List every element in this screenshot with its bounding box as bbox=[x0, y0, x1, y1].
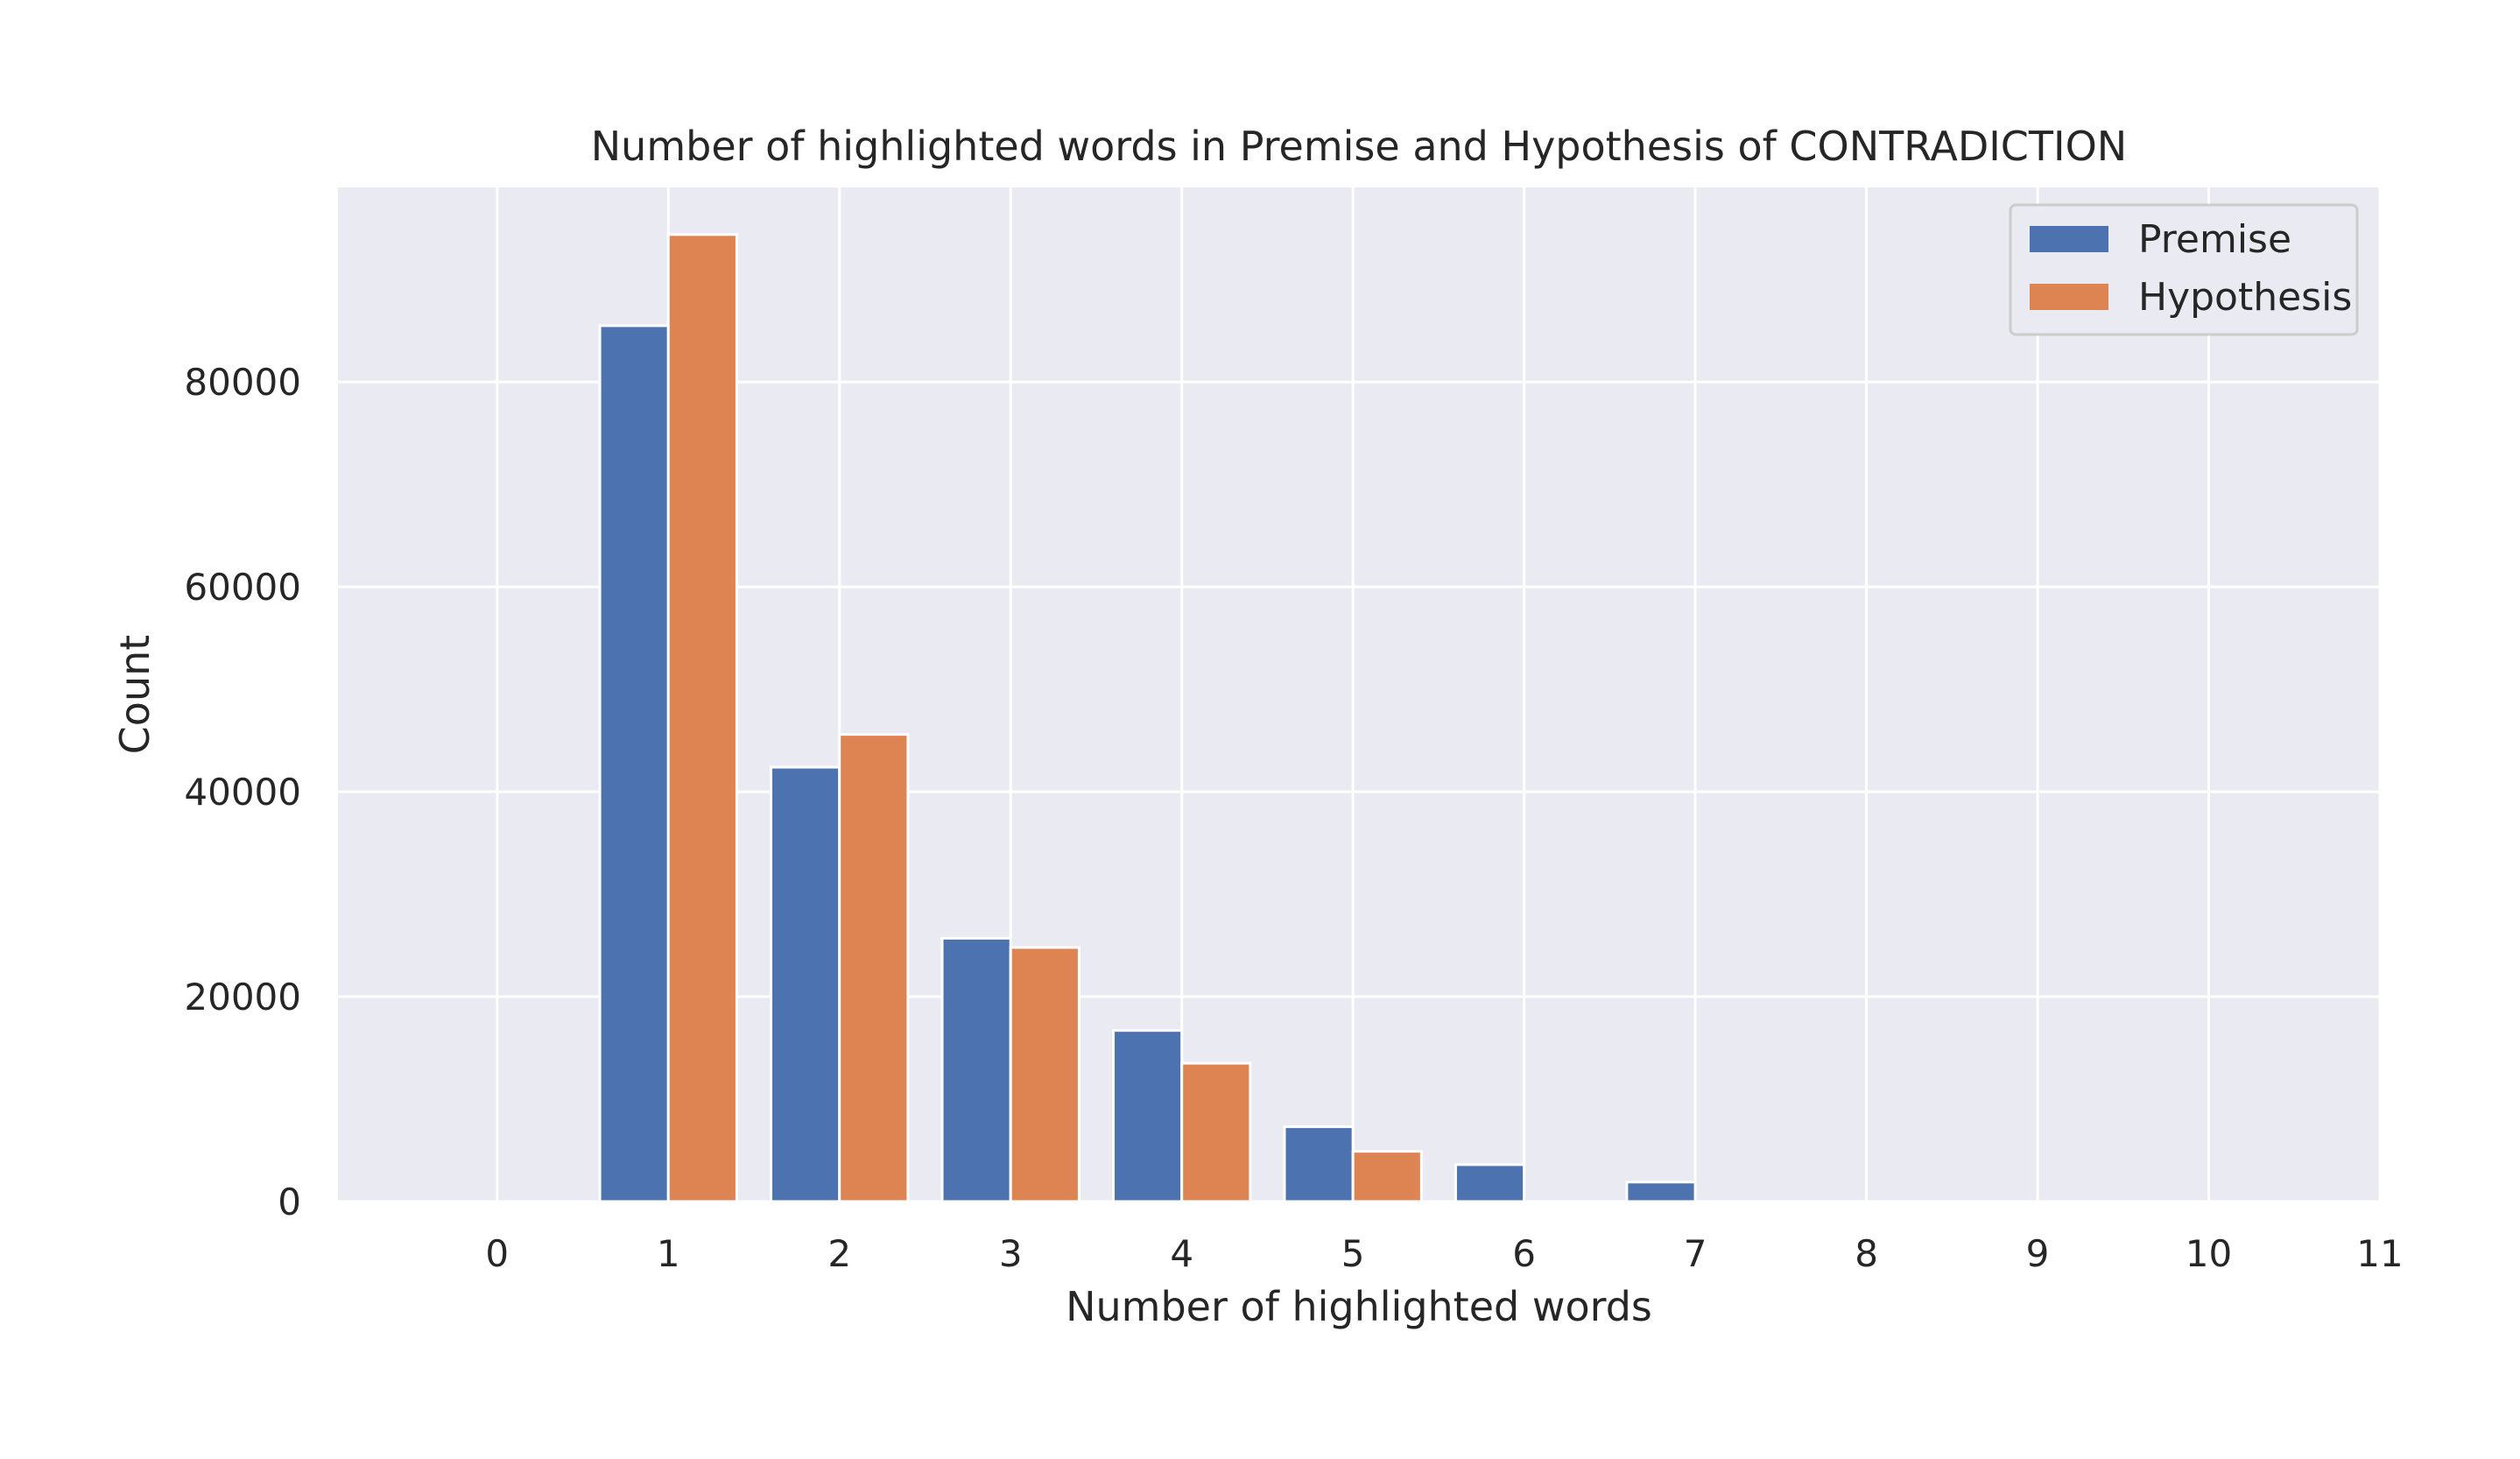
legend-label-premise: Premise bbox=[2138, 217, 2291, 262]
y-tick-label: 80000 bbox=[184, 361, 301, 404]
bar-premise-1 bbox=[598, 324, 670, 1203]
legend: Premise Hypothesis bbox=[2009, 203, 2359, 336]
bar-hypothesis-3 bbox=[1009, 946, 1081, 1203]
x-tick-label: 0 bbox=[485, 1232, 509, 1275]
legend-label-hypothesis: Hypothesis bbox=[2138, 275, 2352, 320]
bar-premise-3 bbox=[940, 936, 1012, 1203]
bar-hypothesis-4 bbox=[1180, 1061, 1252, 1203]
y-tick-label: 0 bbox=[278, 1181, 301, 1223]
x-tick-label: 2 bbox=[827, 1232, 851, 1275]
x-tick-label: 10 bbox=[2186, 1232, 2232, 1275]
bar-hypothesis-2 bbox=[838, 733, 910, 1203]
x-axis-title: Number of highlighted words bbox=[1066, 1283, 1652, 1330]
y-tick-label: 40000 bbox=[184, 771, 301, 814]
bar-hypothesis-1 bbox=[666, 233, 738, 1203]
bar-premise-5 bbox=[1283, 1125, 1355, 1203]
y-tick-label: 60000 bbox=[184, 566, 301, 609]
y-tick-label: 20000 bbox=[184, 976, 301, 1018]
x-tick-label: 5 bbox=[1341, 1232, 1365, 1275]
bars bbox=[598, 233, 1697, 1203]
y-axis-title: Count bbox=[111, 635, 158, 755]
bar-premise-7 bbox=[1625, 1181, 1697, 1203]
chart-title: Number of highlighted words in Premise a… bbox=[591, 123, 2127, 170]
x-tick-label: 6 bbox=[1512, 1232, 1536, 1275]
x-tick-label: 8 bbox=[1855, 1232, 1878, 1275]
x-tick-label: 9 bbox=[2026, 1232, 2050, 1275]
x-tick-label: 7 bbox=[1684, 1232, 1707, 1275]
legend-swatch-premise bbox=[2030, 226, 2108, 252]
x-tick-label: 4 bbox=[1170, 1232, 1193, 1275]
bar-premise-6 bbox=[1454, 1163, 1526, 1203]
x-tick-label: 11 bbox=[2356, 1232, 2403, 1275]
x-tick-label: 3 bbox=[999, 1232, 1023, 1275]
bar-premise-4 bbox=[1111, 1029, 1184, 1203]
bar-premise-2 bbox=[770, 765, 841, 1203]
x-tick-label: 1 bbox=[657, 1232, 680, 1275]
bar-hypothesis-5 bbox=[1351, 1150, 1423, 1203]
y-axis-ticks: 0 20000 40000 60000 80000 bbox=[184, 361, 301, 1223]
legend-swatch-hypothesis bbox=[2030, 284, 2108, 310]
x-axis-ticks: 0 1 2 3 4 5 6 7 8 9 10 11 bbox=[485, 1232, 2403, 1275]
